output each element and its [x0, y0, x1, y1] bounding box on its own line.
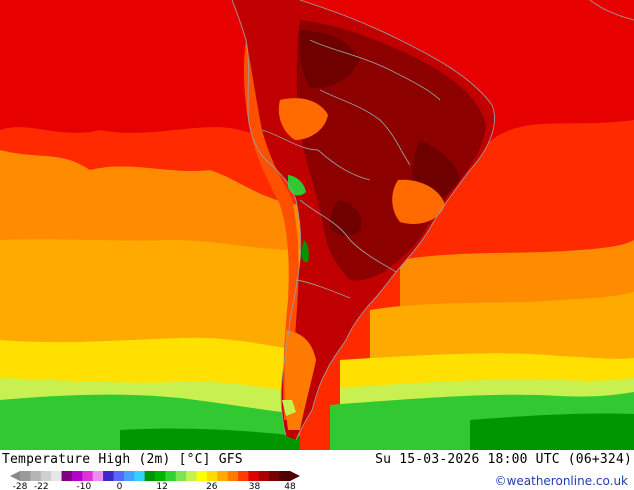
country-borders [231, 0, 634, 441]
scale-ticks: -28 -22 -10 0 12 26 38 48 [13, 482, 296, 490]
copyright-link[interactable]: ©weatheronline.co.uk [494, 474, 628, 488]
map-footer: Temperature High (2m) [°C] GFS Su 15-03-… [0, 450, 634, 490]
scale-swatches [20, 471, 291, 481]
scale-tick-label: -10 [77, 482, 92, 490]
scale-swatch [92, 471, 104, 481]
scale-swatch [227, 471, 239, 481]
scale-tick-label: -22 [34, 482, 49, 490]
scale-swatch [186, 471, 197, 481]
ocean-temperature-bands [0, 0, 634, 450]
scale-tick-label: -28 [13, 482, 28, 490]
scale-swatch [82, 471, 94, 481]
scale-swatch [269, 471, 281, 481]
scale-swatch [134, 471, 146, 481]
forecast-datetime: Su 15-03-2026 18:00 UTC (06+324) [375, 452, 632, 467]
map-title: Temperature High (2m) [°C] GFS [2, 452, 243, 467]
color-scale-legend: -28 -22 -10 0 12 26 38 48 [10, 471, 300, 490]
scale-swatch [40, 471, 52, 481]
scale-swatch [30, 471, 42, 481]
scale-swatch [175, 471, 187, 481]
scale-swatch [196, 471, 208, 481]
continent-temperature [232, 0, 495, 440]
scale-right-arrow [290, 471, 300, 481]
scale-swatch [206, 471, 218, 481]
scale-swatch [248, 471, 260, 481]
scale-swatch [144, 471, 156, 481]
scale-swatch [258, 471, 270, 481]
scale-tick-label: 38 [249, 482, 261, 490]
scale-tick-label: 48 [284, 482, 296, 490]
scale-swatch [279, 471, 291, 481]
scale-tick-label: 0 [117, 482, 123, 490]
scale-swatch [103, 471, 114, 481]
scale-tick-label: 26 [206, 482, 218, 490]
scale-swatch [61, 471, 73, 481]
scale-tick-label: 12 [156, 482, 167, 490]
scale-swatch [113, 471, 125, 481]
scale-swatch [217, 471, 229, 481]
scale-swatch [238, 471, 249, 481]
scale-swatch [165, 471, 177, 481]
scale-swatch [51, 471, 62, 481]
scale-swatch [71, 471, 83, 481]
scale-swatch [155, 471, 166, 481]
scale-swatch [123, 471, 135, 481]
temperature-map [0, 0, 634, 450]
scale-swatch [20, 471, 31, 481]
scale-left-arrow [10, 471, 20, 481]
